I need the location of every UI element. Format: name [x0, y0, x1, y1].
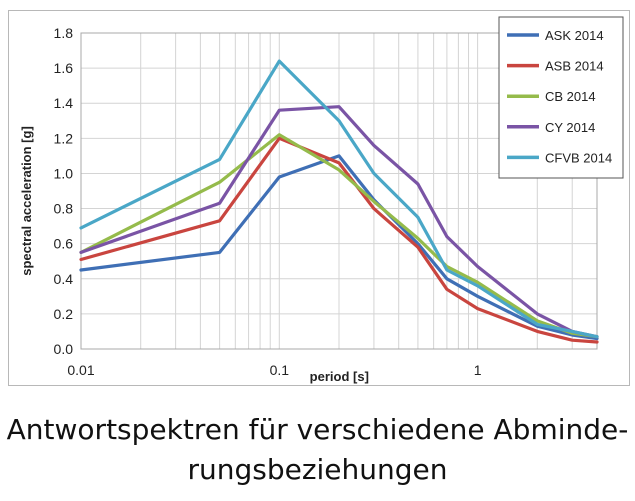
- plot-border: [80, 32, 598, 350]
- legend-label-1: ASB 2014: [545, 59, 604, 74]
- y-tick-label: 0.2: [54, 306, 74, 322]
- y-axis-title: spectral acceleration [g]: [19, 126, 34, 276]
- y-tick-label: 0.8: [54, 201, 74, 217]
- x-tick-label: 0.01: [67, 362, 94, 378]
- y-tick-label: 0.0: [54, 341, 74, 357]
- y-tick-label: 1.4: [54, 95, 74, 111]
- series-line-3: [79, 105, 599, 339]
- series-line-2: [79, 133, 599, 339]
- x-tick-label: 1: [474, 362, 482, 378]
- y-tick-label: 1.2: [54, 130, 74, 146]
- y-tick-label: 1.0: [54, 165, 74, 181]
- legend-label-0: ASK 2014: [545, 28, 604, 43]
- legend-label-4: CFVB 2014: [545, 150, 612, 165]
- caption-line-1: Antwortspektren für verschiedene Abminde…: [6, 413, 629, 446]
- y-tick-label: 0.6: [54, 236, 74, 252]
- legend-label-2: CB 2014: [545, 89, 596, 104]
- y-tick-label: 1.6: [54, 60, 74, 76]
- series-line-0: [79, 154, 599, 341]
- figure-caption: Antwortspektren für verschiedene Abminde…: [0, 410, 635, 490]
- y-tick-label: 1.8: [54, 25, 74, 41]
- caption-line-2: rungsbeziehungen: [187, 453, 448, 486]
- chart-frame: 0.0 0.2 0.4 0.6 0.8 1.0 1.2 1.4 1.6 1.8 0.01 0.1 1 pe…: [8, 10, 630, 386]
- x-axis-title: period [s]: [310, 369, 369, 384]
- legend-label-3: CY 2014: [545, 120, 595, 135]
- spectral-acceleration-chart: 0.0 0.2 0.4 0.6 0.8 1.0 1.2 1.4 1.6 1.8 0.01 0.1 1 pe…: [19, 16, 624, 384]
- series-line-4: [79, 59, 599, 339]
- y-tick-label: 0.4: [54, 271, 74, 287]
- x-tick-label: 0.1: [270, 362, 290, 378]
- series-line-1: [79, 136, 599, 344]
